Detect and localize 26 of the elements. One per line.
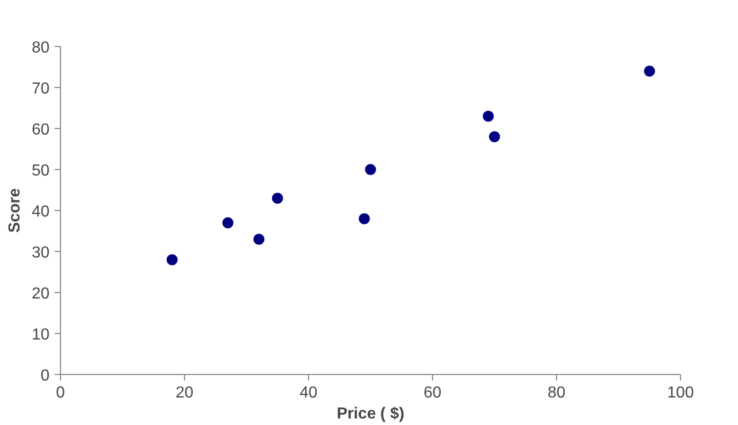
- y-tick-label: 40: [32, 204, 50, 220]
- point: [482, 110, 494, 122]
- y-tick-label: 20: [32, 286, 50, 302]
- y-tick-label: 0: [40, 368, 50, 384]
- y-tick-label: 70: [32, 80, 50, 98]
- point: [644, 66, 655, 77]
- point: [358, 213, 370, 224]
- y-tick-label: 50: [32, 162, 50, 180]
- point: [222, 217, 234, 228]
- point: [166, 254, 178, 266]
- point: [253, 234, 264, 245]
- point: [272, 192, 283, 204]
- x-tick-label: 20: [176, 384, 194, 402]
- x-axis-title: Price ( $): [336, 406, 404, 422]
- point: [489, 131, 500, 142]
- x-tick-label: 80: [548, 384, 566, 402]
- y-tick-label: 30: [32, 244, 50, 262]
- y-axis-title: Score: [6, 188, 24, 233]
- point: [365, 164, 376, 175]
- x-tick-label: 40: [300, 384, 318, 402]
- x-tick-label: 60: [424, 384, 442, 402]
- y-tick-label: 80: [32, 40, 50, 56]
- y-tick-label: 10: [32, 326, 50, 344]
- x-tick-label: 100: [667, 384, 694, 402]
- y-tick-label: 60: [32, 122, 50, 138]
- x-tick-label: 0: [56, 384, 66, 402]
